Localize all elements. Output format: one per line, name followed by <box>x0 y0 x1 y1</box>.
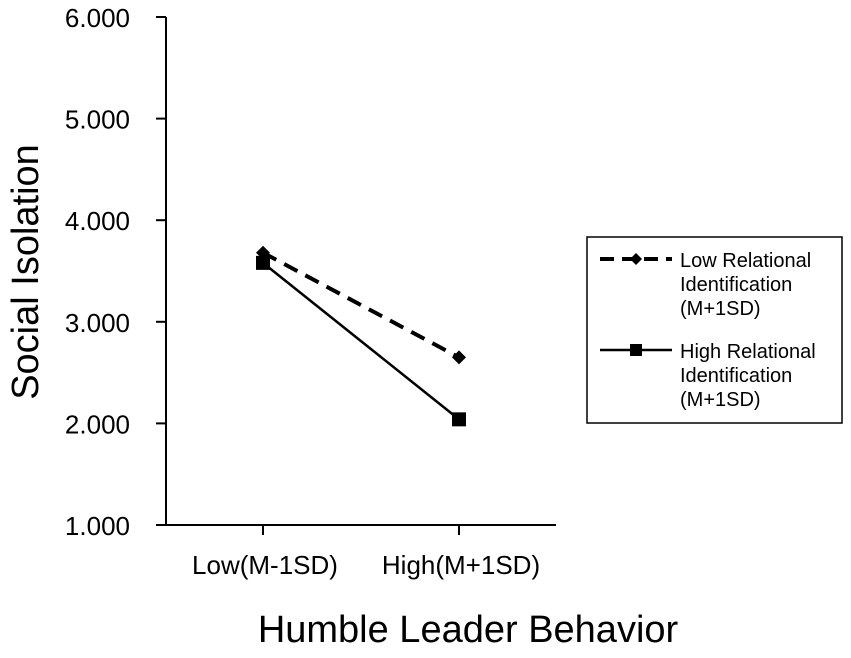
legend-label-line: (M+1SD) <box>680 298 761 320</box>
y-tick-label: 4.000 <box>65 206 130 236</box>
y-axis-label: Social Isolation <box>5 144 47 400</box>
data-point-square <box>630 344 642 356</box>
legend-label-line: Low Relational <box>680 250 811 272</box>
legend-label-line: Identification <box>680 274 792 296</box>
legend-label-line: High Relational <box>680 341 816 363</box>
data-point-diamond <box>452 350 466 365</box>
y-tick-label: 1.000 <box>65 511 130 541</box>
y-tick-label: 6.000 <box>65 3 130 33</box>
series-layer <box>256 245 466 427</box>
x-tick-label: Low(M-1SD) <box>192 550 338 580</box>
series-line-0 <box>262 250 460 360</box>
data-point-square <box>256 255 270 270</box>
x-tick-label: High(M+1SD) <box>382 550 540 580</box>
legend-label-line: (M+1SD) <box>680 389 761 411</box>
tick-layer: 1.000 2.000 3.000 4.000 5.000 6.000 Low(M-1SD)… <box>65 3 540 580</box>
series-line-1 <box>262 261 460 421</box>
legend: Low RelationalIdentification(M+1SD)High … <box>586 236 843 424</box>
x-axis-label: Humble Leader Behavior <box>258 609 679 651</box>
legend-label-line: Identification <box>680 365 792 387</box>
y-tick-label: 2.000 <box>65 409 130 439</box>
data-point-square <box>452 412 466 427</box>
data-point-diamond <box>630 253 642 265</box>
y-tick-label: 5.000 <box>65 105 130 135</box>
y-tick-label: 3.000 <box>65 308 130 338</box>
legend-box <box>586 236 843 424</box>
